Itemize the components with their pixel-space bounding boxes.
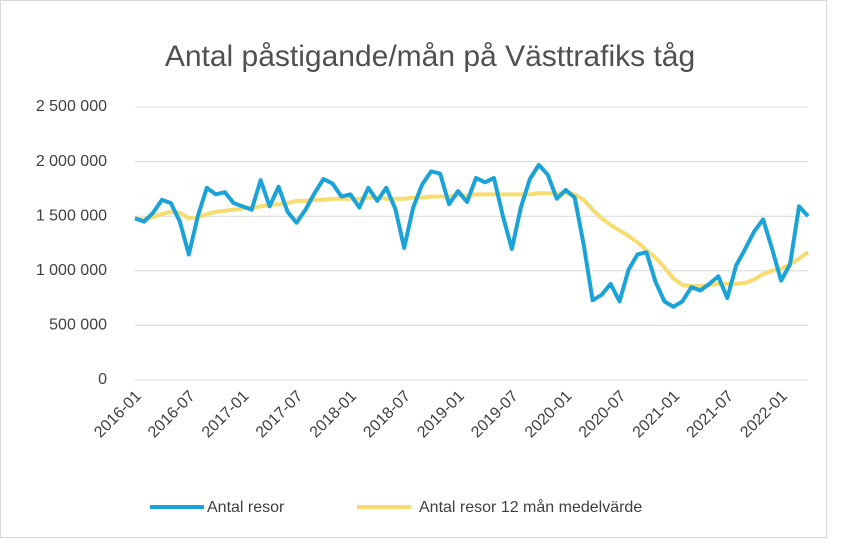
chart-title: Antal påstigande/mån på Västtrafiks tåg: [165, 40, 695, 73]
y-tick-label: 0: [98, 371, 107, 388]
series-line: [134, 162, 810, 309]
y-tick-label: 2 000 000: [36, 153, 107, 170]
legend-label: Antal resor 12 mån medelvärde: [419, 498, 642, 516]
y-tick-label: 1 500 000: [36, 207, 107, 224]
y-tick-label: 1 000 000: [36, 262, 107, 279]
y-tick-label: 2 500 000: [36, 98, 107, 115]
legend-label: Antal resor: [207, 499, 285, 516]
y-tick-label: 500 000: [49, 317, 107, 334]
